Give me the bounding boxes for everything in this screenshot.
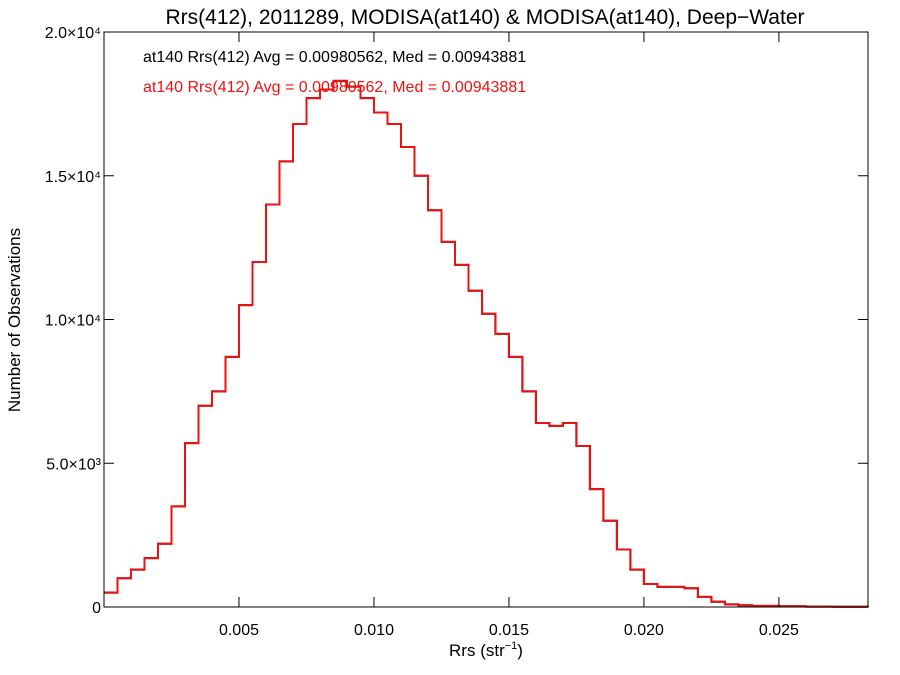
x-tick-label: 0.010: [354, 622, 394, 639]
plot-frame: [103, 31, 869, 608]
series-line-1: [104, 79, 869, 608]
y-axis-label: Number of Observations: [5, 228, 24, 412]
y-tick-label: 2.0×10⁴: [45, 25, 101, 42]
x-axis-label-close: ): [517, 641, 523, 660]
annotation-2: at140 Rrs(412) Avg = 0.00980562, Med = 0…: [143, 79, 526, 96]
x-axis-label: Rrs (str−1): [449, 640, 523, 660]
x-axis-label-base: Rrs (str: [449, 641, 505, 660]
x-tick-label: 0.020: [624, 622, 664, 639]
y-tick-label: 1.0×10⁴: [45, 313, 101, 330]
y-tick-label: 5.0×10³: [46, 456, 101, 473]
y-axis: 0 5.0×10³ 1.0×10⁴ 1.5×10⁴ 2.0×10⁴: [45, 25, 868, 617]
chart-title: Rrs(412), 2011289, MODISA(at140) & MODIS…: [165, 6, 804, 29]
annotation-group: at140 Rrs(412) Avg = 0.00980562, Med = 0…: [143, 49, 526, 96]
series-group: [104, 79, 869, 608]
y-tick-label: 1.5×10⁴: [45, 169, 101, 186]
annotation-1: at140 Rrs(412) Avg = 0.00980562, Med = 0…: [143, 49, 526, 66]
x-axis: 0.005 0.010 0.015 0.020 0.025: [219, 32, 799, 639]
x-axis-label-exponent: −1: [505, 640, 518, 652]
series-line-2: [104, 79, 869, 608]
x-tick-label: 0.015: [489, 622, 529, 639]
x-tick-label: 0.025: [759, 622, 799, 639]
x-tick-label: 0.005: [219, 622, 259, 639]
y-tick-label: 0: [92, 600, 101, 617]
